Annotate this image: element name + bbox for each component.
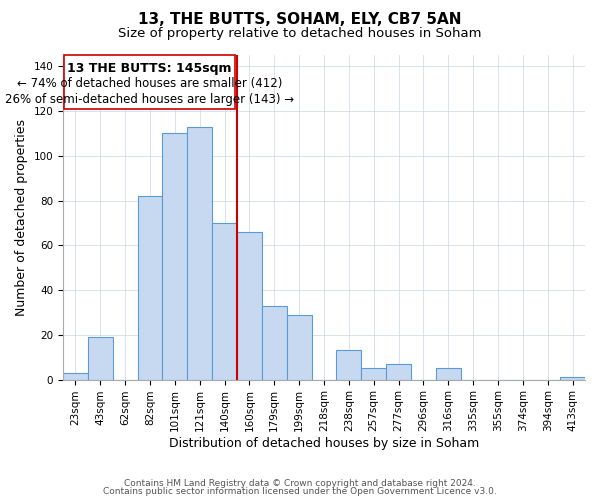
Text: 13, THE BUTTS, SOHAM, ELY, CB7 5AN: 13, THE BUTTS, SOHAM, ELY, CB7 5AN [138, 12, 462, 28]
Text: ← 74% of detached houses are smaller (412): ← 74% of detached houses are smaller (41… [17, 78, 282, 90]
X-axis label: Distribution of detached houses by size in Soham: Distribution of detached houses by size … [169, 437, 479, 450]
FancyBboxPatch shape [64, 55, 235, 108]
Bar [163, 134, 187, 380]
Bar [88, 337, 113, 380]
Bar [386, 364, 411, 380]
Bar [63, 373, 88, 380]
Text: Contains HM Land Registry data © Crown copyright and database right 2024.: Contains HM Land Registry data © Crown c… [124, 478, 476, 488]
Bar [262, 306, 287, 380]
Bar [237, 232, 262, 380]
Text: Contains public sector information licensed under the Open Government Licence v3: Contains public sector information licen… [103, 487, 497, 496]
Y-axis label: Number of detached properties: Number of detached properties [15, 119, 28, 316]
Text: 13 THE BUTTS: 145sqm: 13 THE BUTTS: 145sqm [67, 62, 232, 74]
Bar [436, 368, 461, 380]
Bar [212, 223, 237, 380]
Bar [361, 368, 386, 380]
Bar [137, 196, 163, 380]
Bar [337, 350, 361, 380]
Text: Size of property relative to detached houses in Soham: Size of property relative to detached ho… [118, 28, 482, 40]
Bar [187, 126, 212, 380]
Bar [287, 314, 311, 380]
Bar [560, 378, 585, 380]
Text: 26% of semi-detached houses are larger (143) →: 26% of semi-detached houses are larger (… [5, 93, 294, 106]
